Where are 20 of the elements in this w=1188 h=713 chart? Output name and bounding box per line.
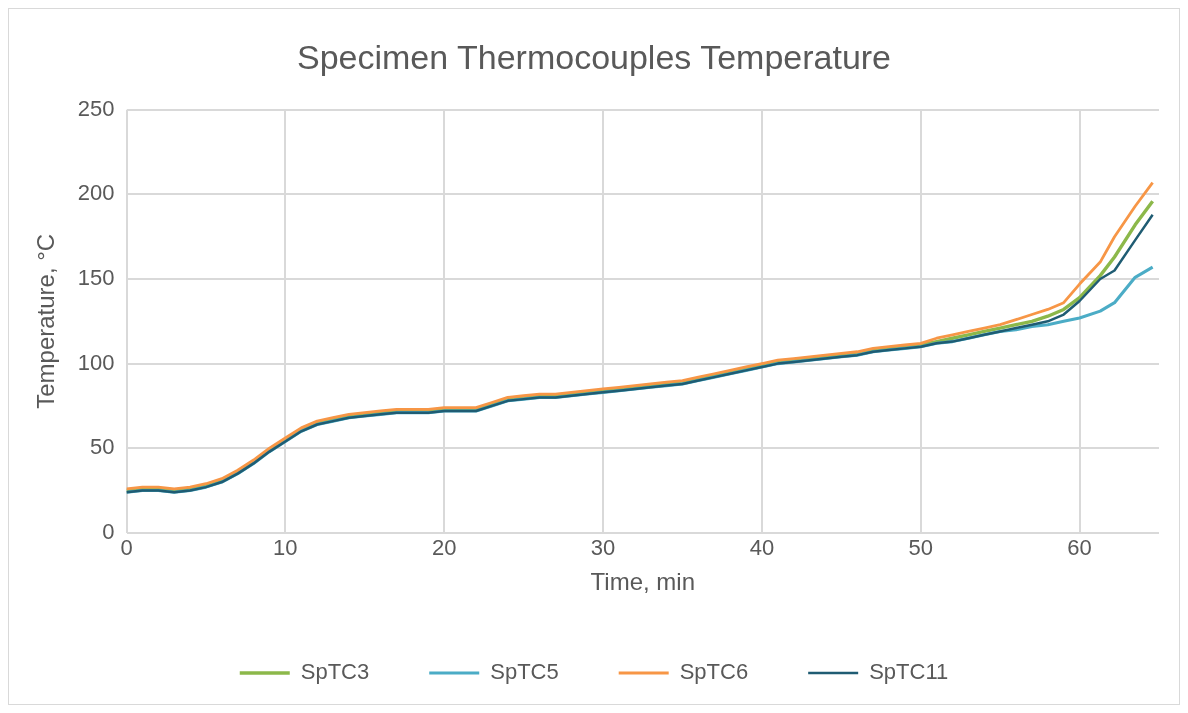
x-tick-label: 20 bbox=[431, 535, 457, 561]
chart-title: Specimen Thermocouples Temperature bbox=[296, 37, 892, 76]
legend-label: SpTC3 bbox=[300, 659, 370, 685]
legend-label: SpTC11 bbox=[869, 659, 949, 685]
x-axis-title: Time, min bbox=[590, 568, 695, 596]
x-tick-label: 0 bbox=[120, 535, 133, 561]
y-tick-label: 150 bbox=[77, 265, 115, 291]
y-axis-title: Temperature, °C bbox=[32, 233, 60, 409]
x-tick-label: 30 bbox=[590, 535, 616, 561]
y-tick-label: 200 bbox=[77, 180, 115, 206]
x-tick-label: 50 bbox=[908, 535, 933, 561]
legend-label: SpTC6 bbox=[679, 659, 749, 685]
legend-label: SpTC5 bbox=[490, 659, 559, 685]
x-tick-label: 40 bbox=[749, 535, 775, 561]
y-tick-label: 50 bbox=[90, 434, 115, 460]
x-tick-label: 60 bbox=[1067, 535, 1092, 561]
y-tick-label: 100 bbox=[77, 349, 115, 375]
x-tick-label: 10 bbox=[273, 535, 298, 561]
y-tick-label: 250 bbox=[77, 95, 115, 121]
y-tick-label: 0 bbox=[102, 518, 115, 544]
